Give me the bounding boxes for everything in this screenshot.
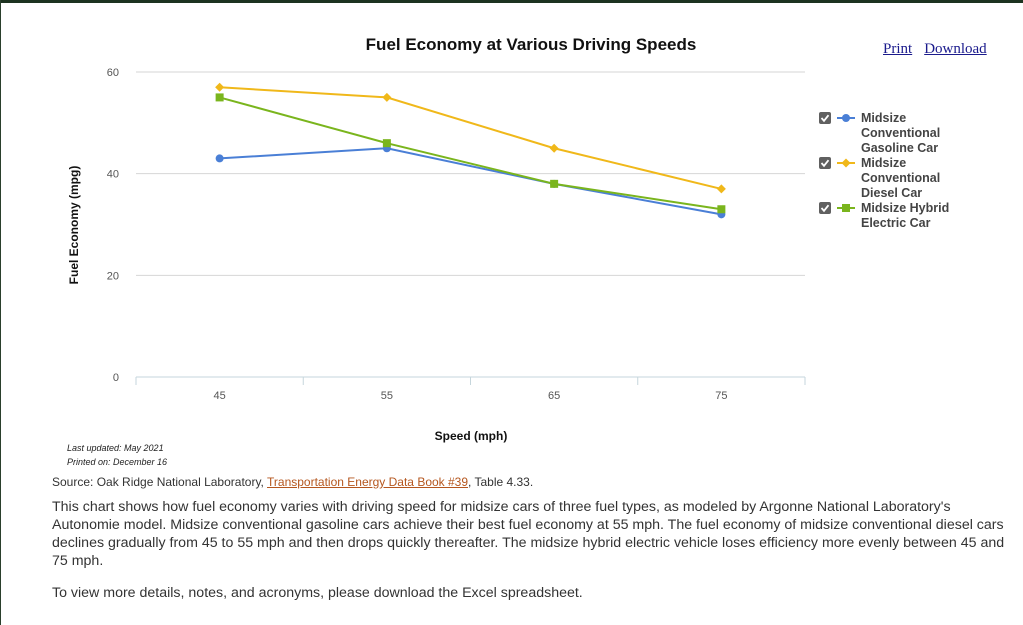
source-suffix: , Table 4.33. xyxy=(468,475,534,489)
data-point xyxy=(550,179,559,188)
source-link[interactable]: Transportation Energy Data Book #39 xyxy=(267,475,469,489)
last-updated: Last updated: May 2021 xyxy=(67,443,164,453)
data-point xyxy=(215,82,225,92)
legend-checkbox[interactable] xyxy=(819,112,831,124)
source-line: Source: Oak Ridge National Laboratory, T… xyxy=(52,475,533,489)
printed-on: Printed on: December 16 xyxy=(67,457,168,467)
y-tick-label: 0 xyxy=(113,372,119,384)
print-link[interactable]: Print xyxy=(883,41,913,57)
data-point xyxy=(717,205,726,214)
x-tick-label: 55 xyxy=(381,390,393,402)
source-prefix: Source: Oak Ridge National Laboratory, xyxy=(52,475,268,489)
legend-checkbox[interactable] xyxy=(819,157,831,169)
data-point xyxy=(215,154,224,163)
data-point xyxy=(382,139,391,148)
data-point xyxy=(549,143,559,153)
chart-description: This chart shows how fuel economy varies… xyxy=(52,499,1005,569)
y-tick-label: 20 xyxy=(107,270,119,282)
fuel-economy-chart: Fuel Economy at Various Driving Speeds 0 2… xyxy=(67,35,949,443)
series-line xyxy=(219,147,722,216)
legend-marker xyxy=(841,158,851,168)
window-top-border xyxy=(0,0,1023,3)
y-tick-label: 60 xyxy=(107,67,119,79)
legend-label[interactable]: Midsize Hybrid Electric Car xyxy=(861,201,949,230)
spreadsheet-note: To view more details, notes, and acronym… xyxy=(52,585,583,601)
checkmark-icon xyxy=(820,204,830,213)
x-tick-label: 45 xyxy=(214,390,226,402)
series-line xyxy=(219,86,722,190)
legend-marker xyxy=(842,114,850,122)
x-axis-title: Speed (mph) xyxy=(435,429,508,443)
legend-label[interactable]: Midsize Conventional Diesel Car xyxy=(861,156,940,200)
chart-meta: Last updated: May 2021 Printed on: Decem… xyxy=(67,441,167,469)
series-line xyxy=(219,96,722,211)
legend-checkbox[interactable] xyxy=(819,202,831,214)
window-left-border xyxy=(0,0,1,625)
x-tick-label: 75 xyxy=(715,390,727,402)
legend-label[interactable]: Midsize Conventional Gasoline Car xyxy=(861,111,940,155)
x-tick-label: 65 xyxy=(548,390,560,402)
checkmark-icon xyxy=(820,114,830,123)
legend-marker xyxy=(842,204,850,212)
chart-title: Fuel Economy at Various Driving Speeds xyxy=(366,35,697,54)
y-axis-title: Fuel Economy (mpg) xyxy=(67,166,81,285)
data-point xyxy=(716,184,726,194)
data-point xyxy=(215,93,224,102)
data-point xyxy=(382,92,392,102)
download-link[interactable]: Download xyxy=(924,41,987,57)
y-tick-label: 40 xyxy=(107,169,119,181)
checkmark-icon xyxy=(820,159,830,168)
chart-actions: Print Download xyxy=(883,41,987,58)
